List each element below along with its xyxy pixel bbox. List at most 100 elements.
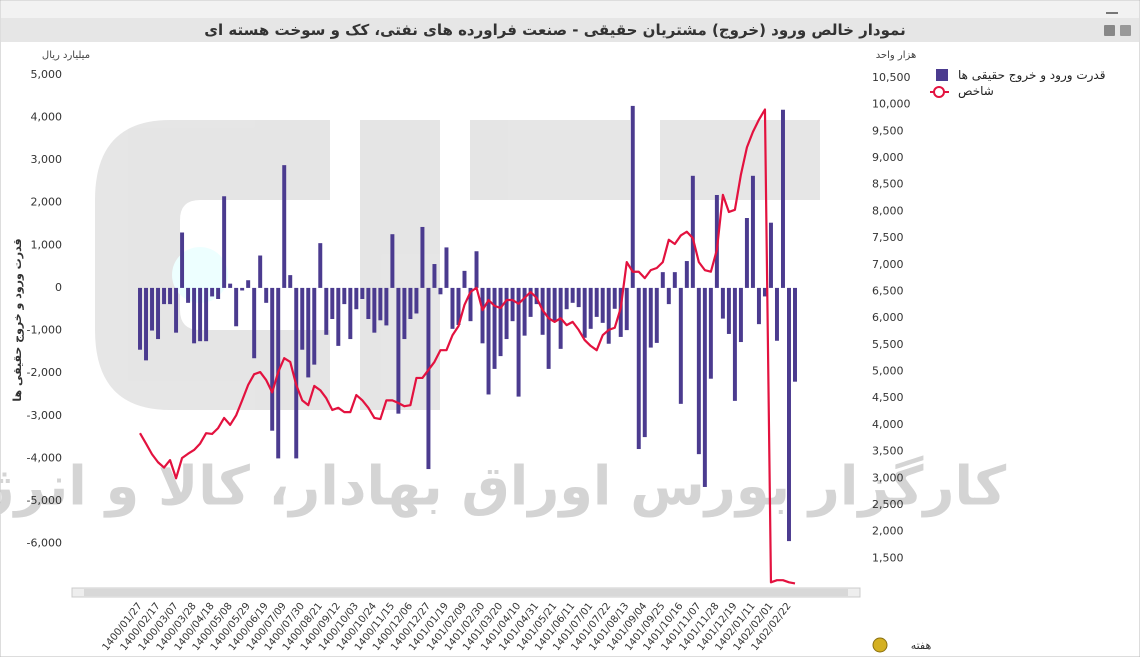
print-icon[interactable]: [1104, 25, 1115, 36]
bar: [474, 251, 479, 288]
title-bar: [1, 18, 1139, 42]
y2-tick-label: 6,000: [872, 311, 904, 324]
bar: [684, 261, 689, 288]
bar: [636, 287, 641, 450]
bar: [732, 287, 737, 401]
bar: [342, 287, 347, 305]
y-axis-title: قدرت ورود و خروج حقیقی ها: [11, 238, 25, 401]
y2-tick-label: 3,500: [872, 445, 904, 458]
bar: [234, 287, 239, 327]
y2-tick-label: 4,500: [872, 391, 904, 404]
bar: [522, 287, 527, 336]
y2-tick-label: 5,000: [872, 365, 904, 378]
bar: [444, 247, 449, 288]
y2-tick-label: 10,500: [872, 71, 911, 84]
bar: [492, 287, 497, 369]
bar: [546, 287, 551, 369]
y2-tick-label: 9,500: [872, 124, 904, 137]
bar: [666, 287, 671, 305]
bar: [258, 255, 263, 288]
bar: [660, 272, 665, 288]
y2-tick-label: 7,000: [872, 258, 904, 271]
bar: [408, 287, 413, 320]
y-tick-label: 1,000: [31, 238, 63, 251]
y2-tick-label: 1,500: [872, 551, 904, 564]
bar: [624, 287, 629, 331]
bar: [576, 287, 581, 308]
chart-title: نمودار خالص ورود (خروج) مشتریان حقیقی - …: [204, 21, 906, 39]
y2-tick-label: 2,500: [872, 498, 904, 511]
bar: [426, 287, 431, 470]
bar: [324, 287, 329, 335]
bar: [480, 287, 485, 344]
bar: [168, 287, 173, 305]
bar: [366, 287, 371, 320]
bar: [402, 287, 407, 340]
bar: [204, 287, 209, 342]
bar: [744, 218, 749, 288]
bar: [690, 175, 695, 288]
bar: [294, 287, 299, 459]
export-icon[interactable]: [1120, 25, 1131, 36]
bar: [360, 287, 365, 299]
bar: [198, 287, 203, 342]
bar: [793, 287, 797, 382]
y-tick-label: -2,000: [27, 366, 62, 379]
bar: [312, 287, 317, 365]
bar: [372, 287, 377, 333]
bar: [498, 287, 503, 357]
bar: [642, 287, 647, 438]
bar: [720, 287, 725, 319]
bar: [516, 287, 521, 397]
bar: [330, 287, 335, 320]
bar: [672, 272, 677, 288]
bar: [708, 287, 713, 379]
bar: [456, 287, 461, 325]
bar: [396, 287, 401, 414]
bar: [414, 287, 419, 314]
y-tick-label: -5,000: [27, 494, 62, 507]
scrollbar-thumb[interactable]: [84, 589, 848, 596]
bar: [384, 287, 389, 326]
bar: [618, 287, 623, 337]
watermark-text: کارگزار بورس اوراق بهادار، کالا و انرژی: [0, 455, 1007, 518]
bar: [582, 287, 587, 338]
y2-tick-label: 9,000: [872, 151, 904, 164]
line: [139, 108, 796, 585]
y-tick-label: -6,000: [27, 537, 62, 550]
bar: [534, 287, 539, 305]
refresh-icon[interactable]: [872, 637, 888, 653]
bar: [306, 287, 311, 378]
bar: [552, 287, 557, 323]
y-tick-label: 0: [55, 281, 62, 294]
bar: [588, 287, 593, 329]
bar: [450, 287, 455, 329]
bar: [654, 287, 659, 343]
y2-tick-label: 3,000: [872, 471, 904, 484]
bar: [378, 287, 383, 321]
y-tick-label: 5,000: [31, 68, 63, 81]
bar: [348, 287, 353, 340]
y-tick-label: 4,000: [31, 110, 63, 123]
y-tick-label: -1,000: [27, 324, 62, 337]
y2-tick-label: 8,000: [872, 204, 904, 217]
y2-tick-label: 10,000: [872, 98, 911, 111]
bar: [354, 287, 359, 310]
bar: [468, 287, 473, 322]
bar: [162, 287, 167, 305]
bar: [696, 287, 701, 455]
bar: [300, 287, 305, 350]
bar: [432, 264, 437, 288]
bar: [738, 287, 743, 343]
bar: [216, 287, 221, 299]
bar: [780, 109, 785, 288]
bar: [228, 283, 233, 288]
bar: [528, 287, 533, 317]
bar: [678, 287, 683, 404]
bar: [252, 287, 257, 359]
y-axis-unit: میلیارد ریال: [42, 50, 90, 61]
legend-swatch-bar: [936, 69, 948, 81]
bar: [138, 287, 142, 350]
y2-axis-unit: هزار واحد: [876, 50, 917, 61]
